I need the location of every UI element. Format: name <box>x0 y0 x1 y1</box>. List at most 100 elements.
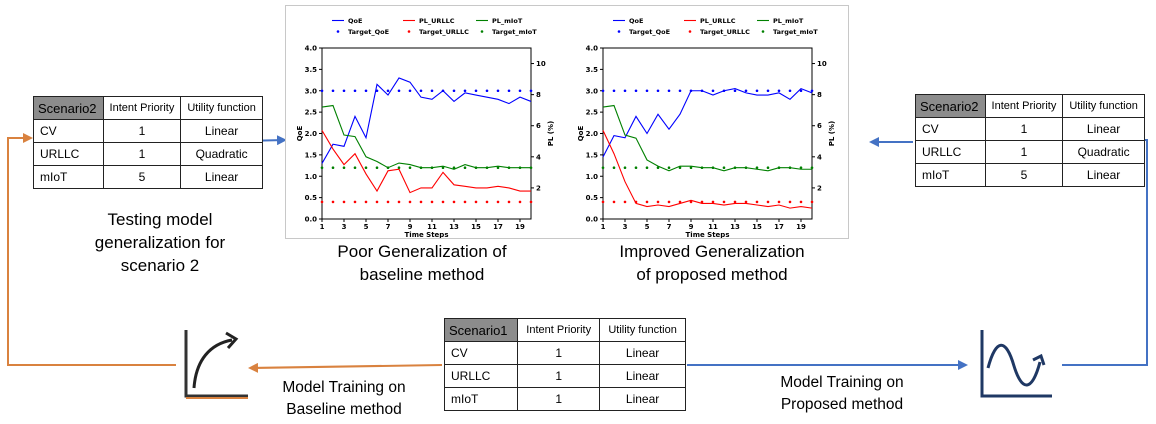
charts-panel: 0.0 0.5 1.0 1.5 2.0 2.5 3.0 3.5 4.0 2 4 6 8 10 1 3 5 7 9 11… <box>285 5 849 239</box>
data-point-target_qoe <box>744 89 748 93</box>
x-tick-label: 17 <box>774 223 784 231</box>
legend-swatch <box>688 30 692 33</box>
x-tick-label: 3 <box>623 223 628 231</box>
data-point-target_urllc <box>331 200 335 204</box>
table-row: URLLC 1 Quadratic <box>33 142 263 166</box>
y-tick-label: 1.0 <box>586 173 599 181</box>
data-point-target_qoe <box>777 89 781 93</box>
caption-line: Model Training on <box>780 374 904 391</box>
table-cell: CV <box>33 119 104 143</box>
table-cell: Quadratic <box>1062 140 1145 164</box>
table-cell: mIoT <box>33 165 104 189</box>
y2-tick-label: 6 <box>536 122 541 130</box>
y-tick-label: 2.0 <box>305 130 318 138</box>
data-point-target_qoe <box>667 89 671 93</box>
table-cell: 1 <box>102 119 182 143</box>
data-point-target_miot <box>799 166 803 169</box>
data-point-target_qoe <box>441 89 445 93</box>
data-point-target_qoe <box>722 89 726 93</box>
data-point-target_miot <box>529 166 533 169</box>
data-point-target_qoe <box>518 89 522 93</box>
legend-label: Target_QoE <box>629 28 670 36</box>
y-tick-label: 4.0 <box>305 45 318 53</box>
legend-swatch <box>407 30 411 33</box>
x-tick-label: 7 <box>386 223 391 231</box>
x-tick-label: 1 <box>320 223 325 231</box>
data-point-target_miot <box>419 166 423 169</box>
data-point-target_miot <box>623 166 627 169</box>
data-point-target_miot <box>777 166 781 169</box>
data-point-target_urllc <box>320 200 324 204</box>
y-tick-label: 2.0 <box>586 130 599 138</box>
data-point-target_urllc <box>529 200 533 204</box>
legend-label: Target_URLLC <box>700 28 750 36</box>
series-line-qoe <box>602 87 813 158</box>
table-row: URLLC 1 Quadratic <box>915 140 1145 164</box>
data-point-target_urllc <box>645 200 649 204</box>
scenario2-table-left: Scenario2 Intent Priority Utility functi… <box>33 96 263 189</box>
data-point-target_miot <box>733 166 737 169</box>
data-point-target_urllc <box>397 200 401 204</box>
data-point-target_miot <box>397 166 401 169</box>
caption-line: of proposed method <box>636 265 788 284</box>
data-point-target_urllc <box>353 200 357 204</box>
data-point-target_qoe <box>689 89 693 93</box>
data-point-target_qoe <box>799 89 803 93</box>
legend-label: PL_URLLC <box>700 17 736 25</box>
data-point-target_miot <box>810 166 814 169</box>
data-point-target_urllc <box>777 200 781 204</box>
caption-line: Proposed method <box>780 396 904 413</box>
data-point-target_qoe <box>496 89 500 93</box>
data-point-target_qoe <box>419 89 423 93</box>
data-point-target_miot <box>320 166 324 169</box>
table-cell: 1 <box>517 364 601 388</box>
series-line-pl_miot <box>602 104 812 172</box>
table-header-utility: Utility function <box>1062 94 1145 118</box>
data-point-target_urllc <box>810 200 814 204</box>
x-tick-label: 19 <box>515 223 525 231</box>
legend-label: PL_mIoT <box>773 17 804 25</box>
y2-tick-label: 8 <box>817 91 822 99</box>
data-point-target_miot <box>645 166 649 169</box>
data-point-target_qoe <box>463 89 467 93</box>
table-cell: CV <box>443 341 519 365</box>
table-cell: Linear <box>599 387 686 411</box>
data-point-target_miot <box>342 166 346 169</box>
data-point-target_qoe <box>529 89 533 93</box>
legend-swatch <box>761 30 765 33</box>
data-point-target_urllc <box>788 200 792 204</box>
y2-tick-label: 10 <box>536 60 546 68</box>
caption-line: Testing model <box>107 210 213 229</box>
data-point-target_urllc <box>386 200 390 204</box>
data-point-target_urllc <box>799 200 803 204</box>
caption-line: baseline method <box>359 265 485 284</box>
table-row: URLLC 1 Linear <box>443 364 686 388</box>
data-point-target_miot <box>452 166 456 169</box>
data-point-target_miot <box>634 166 638 169</box>
y-tick-label: 3.5 <box>586 66 599 74</box>
caption-line: Model Training on <box>282 379 406 396</box>
data-point-target_qoe <box>810 89 814 93</box>
data-point-target_urllc <box>496 200 500 204</box>
data-point-target_miot <box>722 166 726 169</box>
table-header-priority: Intent Priority <box>517 318 601 342</box>
y-tick-label: 0.5 <box>586 194 599 202</box>
data-point-target_qoe <box>612 89 616 93</box>
data-point-target_urllc <box>485 200 489 204</box>
caption-line: Poor Generalization of <box>337 242 507 261</box>
data-point-target_qoe <box>507 89 511 93</box>
data-point-target_miot <box>331 166 335 169</box>
table-cell: mIoT <box>443 387 519 411</box>
data-point-target_urllc <box>375 200 379 204</box>
table-cell: 1 <box>517 387 601 411</box>
caption-line: Baseline method <box>286 401 402 418</box>
baseline-loop-arrow <box>7 133 176 366</box>
y2-tick-label: 10 <box>817 60 827 68</box>
data-point-target_qoe <box>678 89 682 93</box>
table-cell: URLLC <box>915 140 986 164</box>
data-point-target_miot <box>612 166 616 169</box>
legend-swatch <box>480 30 484 33</box>
data-point-target_urllc <box>733 200 737 204</box>
improved-generalization-caption: Improved Generalization of proposed meth… <box>590 240 834 286</box>
